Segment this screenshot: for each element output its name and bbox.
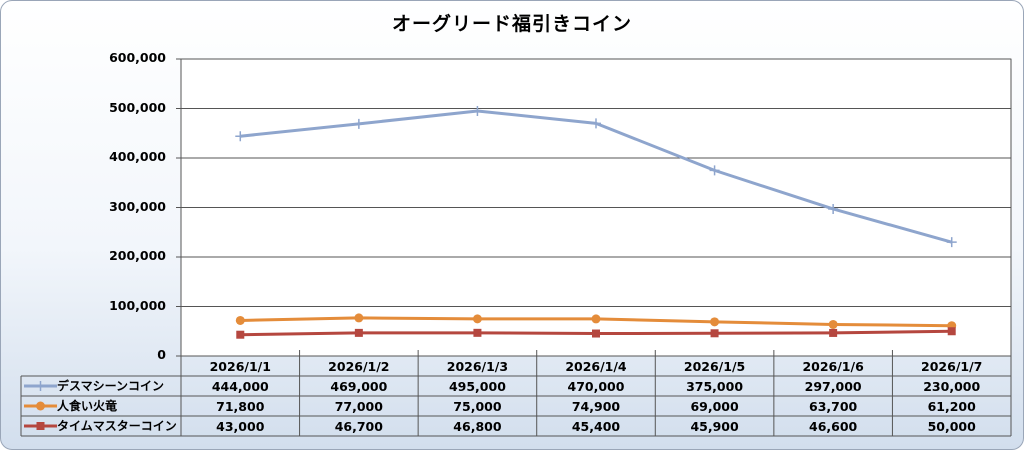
data-point xyxy=(235,315,245,325)
data-label: 71,800 xyxy=(216,399,265,414)
data-point xyxy=(710,317,720,327)
y-tick-label: 100,000 xyxy=(109,297,166,313)
category-label: 2026/1/7 xyxy=(921,359,983,374)
data-label: 470,000 xyxy=(567,379,625,394)
series-name: 人食い火竜 xyxy=(57,399,118,413)
category-label: 2026/1/2 xyxy=(328,359,390,374)
legend-key-marker xyxy=(35,381,46,391)
data-label: 45,900 xyxy=(690,419,739,434)
y-tick-label: 200,000 xyxy=(109,248,166,263)
data-point xyxy=(473,328,482,337)
data-label: 43,000 xyxy=(216,419,265,434)
data-point xyxy=(947,327,956,336)
data-label: 444,000 xyxy=(211,379,269,394)
data-label: 46,600 xyxy=(809,419,858,434)
category-label: 2026/1/5 xyxy=(683,359,746,374)
category-label: 2026/1/3 xyxy=(446,359,509,374)
data-label: 230,000 xyxy=(923,379,981,394)
data-label: 46,800 xyxy=(453,419,502,434)
data-label: 61,200 xyxy=(927,399,976,414)
data-label: 469,000 xyxy=(330,379,388,394)
data-point xyxy=(235,131,246,142)
y-tick-label: 500,000 xyxy=(109,99,166,115)
y-tick-label: 0 xyxy=(157,347,166,362)
data-point xyxy=(236,330,245,339)
data-point xyxy=(353,118,364,129)
data-point xyxy=(592,329,600,338)
category-label: 2026/1/4 xyxy=(565,359,627,374)
data-label: 495,000 xyxy=(448,379,506,394)
series-name: タイムマスターコイン xyxy=(57,419,177,433)
data-point xyxy=(946,237,957,248)
data-point xyxy=(354,313,364,323)
data-label: 45,400 xyxy=(571,419,621,434)
data-point xyxy=(709,165,720,176)
legend-key-marker xyxy=(36,422,45,430)
data-point xyxy=(829,328,838,337)
category-label: 2026/1/6 xyxy=(802,359,864,374)
data-label: 50,000 xyxy=(927,419,976,434)
data-point xyxy=(591,314,601,324)
data-point xyxy=(591,118,601,129)
data-point xyxy=(354,328,363,337)
data-point xyxy=(472,314,482,324)
data-point xyxy=(472,105,483,116)
data-label: 63,700 xyxy=(809,399,858,414)
data-label: 297,000 xyxy=(804,379,862,394)
data-label: 375,000 xyxy=(686,379,744,394)
series-name: デスマシーンコイン xyxy=(57,379,165,393)
legend-key-marker xyxy=(36,401,45,411)
data-label: 75,000 xyxy=(453,399,502,414)
data-label: 77,000 xyxy=(334,399,383,414)
y-tick-label: 300,000 xyxy=(109,198,166,214)
data-label: 46,700 xyxy=(334,419,383,434)
y-tick-label: 600,000 xyxy=(109,50,166,65)
data-point xyxy=(828,319,838,329)
data-label: 74,900 xyxy=(571,399,621,414)
y-tick-label: 400,000 xyxy=(109,149,166,164)
data-point xyxy=(710,329,719,338)
data-point xyxy=(828,203,839,214)
chart-title: オーグリード福引きコイン xyxy=(391,13,632,35)
data-label: 69,000 xyxy=(690,399,739,414)
category-label: 2026/1/1 xyxy=(209,359,271,374)
